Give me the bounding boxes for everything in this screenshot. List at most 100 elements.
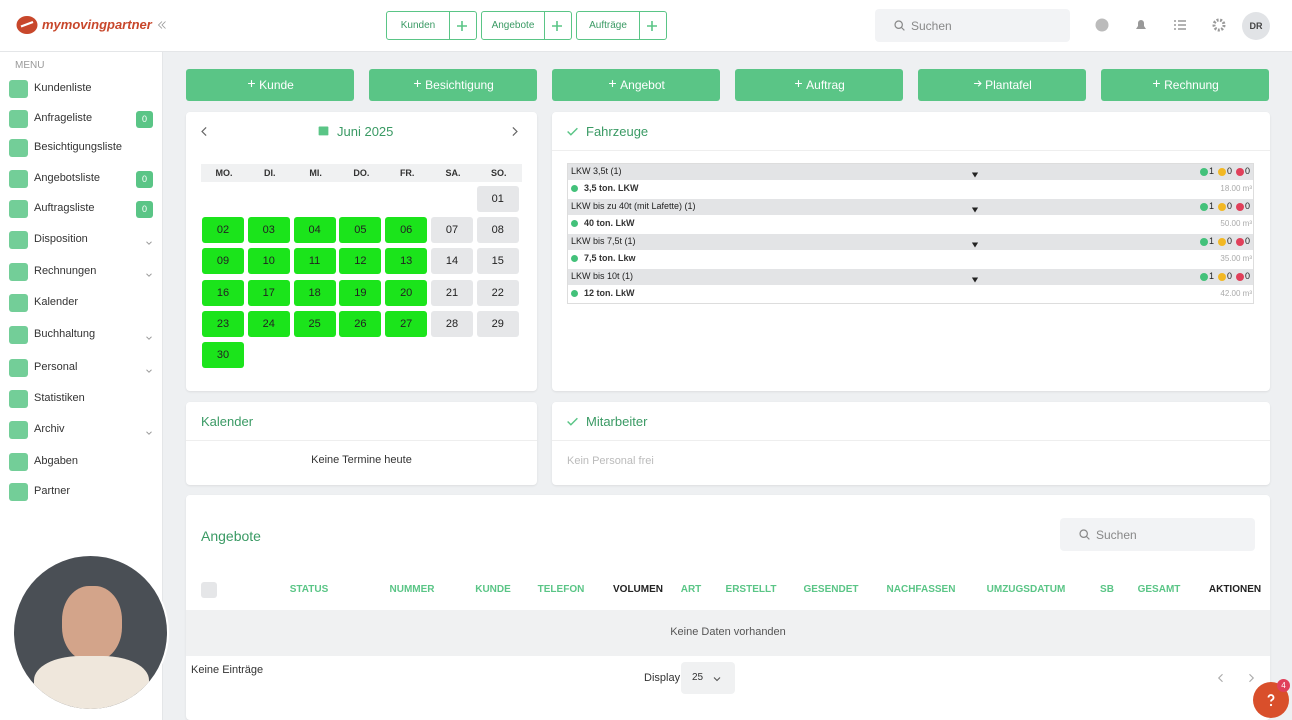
column-header[interactable]: NACHFASSEN xyxy=(886,584,956,595)
next-month xyxy=(508,125,521,138)
calendar-day[interactable]: 10 xyxy=(247,248,290,275)
calendar-day[interactable]: 20 xyxy=(385,279,428,306)
quick-action-button[interactable]: Plantafel xyxy=(918,69,1086,101)
avatar[interactable]: DR xyxy=(1242,12,1270,40)
menu-badge: 0 xyxy=(136,111,153,128)
menu-item[interactable]: Rechnungen xyxy=(34,265,97,277)
vehicle-group-name: LKW bis zu 40t (mit Lafette) (1) xyxy=(571,201,696,211)
calendar-day[interactable]: 25 xyxy=(293,310,336,337)
menu-item[interactable]: Archiv xyxy=(34,423,65,435)
page-size-select[interactable]: 25 xyxy=(681,662,735,694)
calendar-day[interactable]: 02 xyxy=(202,217,244,244)
quick-action-label: Kunde xyxy=(259,78,294,92)
header-tab[interactable]: Angebote xyxy=(481,11,572,40)
webcam xyxy=(12,554,169,711)
calendar-day[interactable]: 28 xyxy=(431,310,473,337)
select-all-checkbox[interactable] xyxy=(201,582,217,598)
status-dot xyxy=(1200,203,1208,211)
menu-item[interactable]: Abgaben xyxy=(34,455,79,467)
calendar-day[interactable]: 17 xyxy=(247,279,290,306)
header-tab[interactable]: Kunden xyxy=(386,11,477,40)
vehicle-name: 7,5 ton. Lkw xyxy=(584,253,636,263)
expand-icon-svg xyxy=(971,172,979,178)
column-header[interactable]: ART xyxy=(680,584,702,595)
calendar-day[interactable]: 09 xyxy=(202,248,244,275)
column-header[interactable]: SB xyxy=(1100,584,1114,595)
quick-action-button[interactable]: Besichtigung xyxy=(369,69,537,101)
status-count: 0 xyxy=(1227,166,1233,176)
calendar-day[interactable]: 29 xyxy=(476,310,519,337)
column-header[interactable]: GESENDET xyxy=(803,584,859,595)
header-tab[interactable]: Aufträge xyxy=(576,11,667,40)
quick-action-button[interactable]: Kunde xyxy=(186,69,354,101)
menu-icon xyxy=(9,421,28,439)
divider xyxy=(552,440,1270,441)
header-search[interactable]: Suchen xyxy=(875,9,1070,42)
quick-action-button[interactable]: Angebot xyxy=(552,69,720,101)
footer-text: Keine Einträge xyxy=(191,664,264,676)
column-header[interactable]: GESAMT xyxy=(1137,584,1181,595)
calendar-day[interactable]: 26 xyxy=(339,310,382,337)
calendar-day[interactable]: 14 xyxy=(431,248,473,275)
calendar-day[interactable]: 01 xyxy=(476,186,519,212)
column-header[interactable]: VOLUMEN xyxy=(613,584,663,595)
calendar-day[interactable]: 03 xyxy=(247,217,290,244)
quick-action-content: Auftrag xyxy=(735,69,903,101)
column-header[interactable]: NUMMER xyxy=(389,584,435,595)
column-header[interactable]: KUNDE xyxy=(475,584,511,595)
display-label: Display xyxy=(644,672,681,684)
search-placeholder: Suchen xyxy=(911,19,952,33)
calendar-day[interactable]: 19 xyxy=(339,279,382,306)
vehicle-group-row[interactable]: LKW bis zu 40t (mit Lafette) (1) 1 0 0 xyxy=(568,199,1253,215)
quick-action-icon xyxy=(607,78,618,92)
calendar-day[interactable]: 21 xyxy=(431,279,473,306)
quick-action-button[interactable]: Rechnung xyxy=(1101,69,1269,101)
column-header[interactable]: UMZUGSDATUM xyxy=(986,584,1066,595)
calendar-day[interactable]: 22 xyxy=(476,279,519,306)
calendar-day[interactable]: 27 xyxy=(385,310,428,337)
menu-item[interactable]: Partner xyxy=(34,485,71,497)
calendar-day[interactable]: 12 xyxy=(339,248,382,275)
menu-item[interactable]: Auftragsliste xyxy=(34,202,95,214)
next-page xyxy=(1245,671,1257,683)
menu-item[interactable]: Angebotsliste xyxy=(34,172,101,184)
calendar-day[interactable]: 15 xyxy=(476,248,519,275)
menu-item[interactable]: Personal xyxy=(34,361,78,373)
menu-item[interactable]: Kalender xyxy=(34,296,79,308)
calendar-day[interactable]: 05 xyxy=(339,217,382,244)
calendar-day[interactable]: 07 xyxy=(431,217,473,244)
menu-item[interactable]: Besichtigungsliste xyxy=(34,141,123,153)
calendar-day[interactable]: 06 xyxy=(385,217,428,244)
menu-item[interactable]: Kundenliste xyxy=(34,82,92,94)
calendar-day[interactable]: 18 xyxy=(293,279,336,306)
status-dot xyxy=(1236,168,1244,176)
menu-icon xyxy=(9,200,28,218)
column-header[interactable]: TELEFON xyxy=(537,584,585,595)
calendar-day[interactable]: 11 xyxy=(293,248,336,275)
column-header[interactable]: ERSTELLT xyxy=(725,584,777,595)
vehicles-card: Fahrzeuge LKW 3,5t (1) 1 0 0 3,5 ton. LKW 18.0… xyxy=(552,112,1270,391)
status-count: 0 xyxy=(1245,236,1251,246)
vehicle-group-row[interactable]: LKW 3,5t (1) 1 0 0 xyxy=(568,164,1253,180)
menu-item[interactable]: Disposition xyxy=(34,233,88,245)
column-header[interactable]: STATUS xyxy=(289,584,329,595)
calendar-day[interactable]: 04 xyxy=(293,217,336,244)
menu-item[interactable]: Anfrageliste xyxy=(34,112,93,124)
menu-badge-count: 0 xyxy=(141,204,147,214)
avatar-initials: DR xyxy=(1249,21,1263,31)
angebote-search[interactable]: Suchen xyxy=(1060,518,1255,551)
vehicle-group-row[interactable]: LKW bis 10t (1) 1 0 0 xyxy=(568,269,1253,285)
quick-action-button[interactable]: Auftrag xyxy=(735,69,903,101)
status-dot xyxy=(1200,168,1208,176)
calendar-day[interactable]: 23 xyxy=(202,310,244,337)
help-button[interactable] xyxy=(1253,682,1289,718)
calendar-day[interactable]: 16 xyxy=(202,279,244,306)
menu-item[interactable]: Buchhaltung xyxy=(34,328,96,340)
calendar-day[interactable]: 08 xyxy=(476,217,519,244)
calendar-day[interactable]: 24 xyxy=(247,310,290,337)
menu-item[interactable]: Statistiken xyxy=(34,392,85,404)
expand-icon xyxy=(970,167,980,178)
calendar-day[interactable]: 13 xyxy=(385,248,428,275)
vehicle-group-row[interactable]: LKW bis 7,5t (1) 1 0 0 xyxy=(568,234,1253,250)
calendar-day[interactable]: 30 xyxy=(202,342,244,368)
